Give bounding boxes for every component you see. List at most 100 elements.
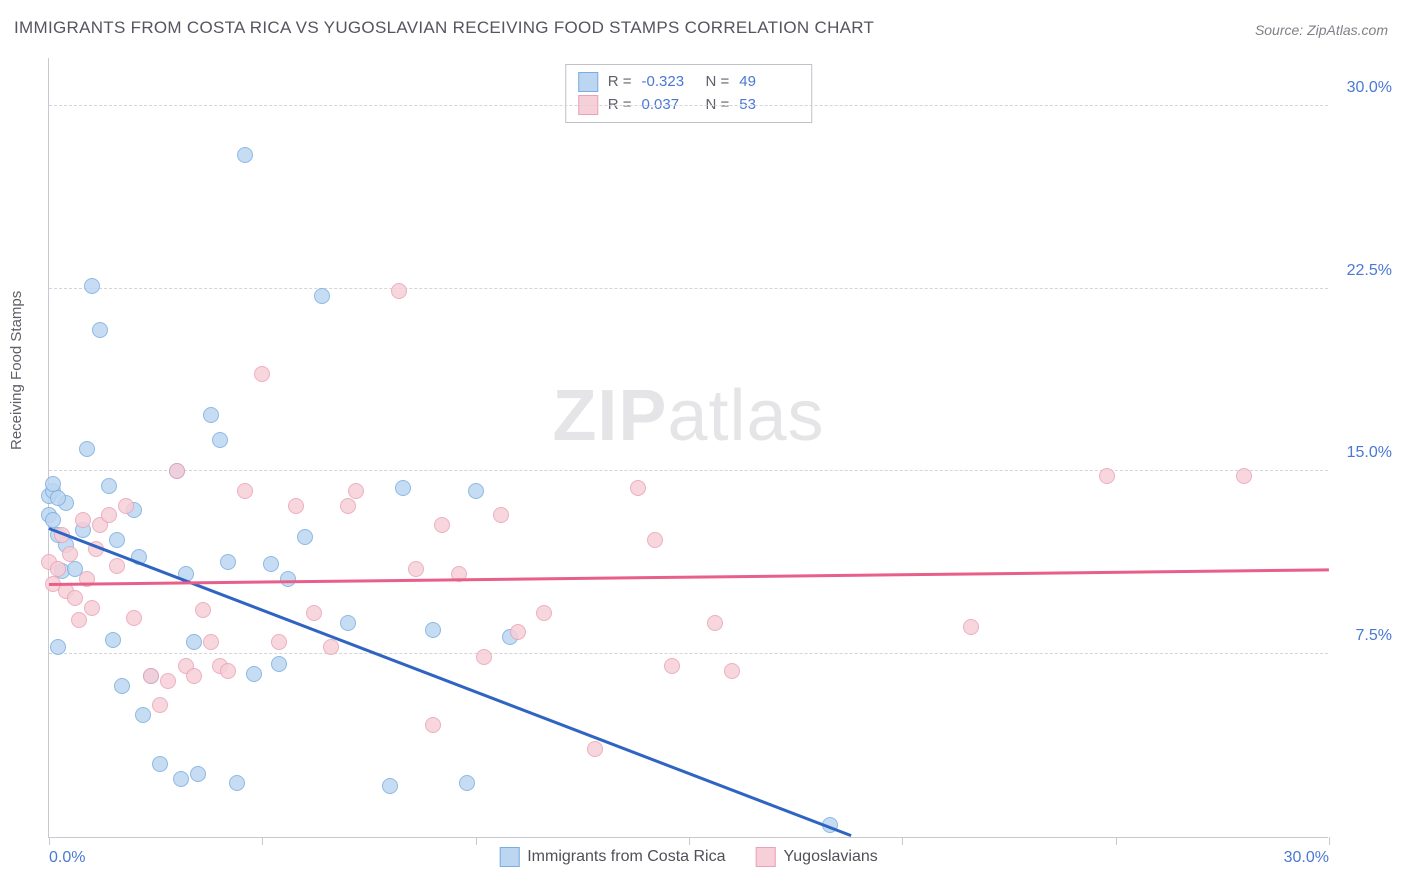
- scatter-point: [195, 602, 211, 618]
- scatter-point: [50, 490, 66, 506]
- scatter-point: [340, 615, 356, 631]
- y-tick-label: 7.5%: [1332, 627, 1392, 645]
- legend-item: Immigrants from Costa Rica: [499, 847, 725, 867]
- scatter-point: [152, 697, 168, 713]
- scatter-point: [434, 517, 450, 533]
- scatter-point: [71, 612, 87, 628]
- scatter-point: [493, 507, 509, 523]
- y-tick-label: 15.0%: [1332, 444, 1392, 462]
- scatter-point: [254, 366, 270, 382]
- x-tick-label: 0.0%: [49, 849, 85, 867]
- scatter-point: [468, 483, 484, 499]
- scatter-point: [160, 673, 176, 689]
- scatter-point: [229, 775, 245, 791]
- scatter-point: [190, 766, 206, 782]
- scatter-point: [135, 707, 151, 723]
- trend-line: [49, 569, 1329, 586]
- legend-label: Yugoslavians: [783, 848, 877, 866]
- scatter-point: [263, 556, 279, 572]
- legend-item: Yugoslavians: [755, 847, 877, 867]
- scatter-point: [220, 554, 236, 570]
- scatter-point: [75, 512, 91, 528]
- grid-line: [49, 105, 1328, 106]
- scatter-point: [271, 634, 287, 650]
- scatter-point: [62, 546, 78, 562]
- scatter-point: [314, 288, 330, 304]
- scatter-point: [143, 668, 159, 684]
- scatter-point: [647, 532, 663, 548]
- scatter-point: [67, 590, 83, 606]
- scatter-point: [237, 147, 253, 163]
- scatter-point: [118, 498, 134, 514]
- x-tick: [476, 837, 477, 845]
- scatter-point: [963, 619, 979, 635]
- stat-n-value: 49: [739, 71, 793, 94]
- scatter-point: [323, 639, 339, 655]
- x-tick: [262, 837, 263, 845]
- x-tick-label: 30.0%: [1284, 849, 1329, 867]
- scatter-point: [348, 483, 364, 499]
- scatter-point: [84, 278, 100, 294]
- watermark-rest: atlas: [667, 376, 824, 456]
- scatter-point: [395, 480, 411, 496]
- scatter-point: [425, 622, 441, 638]
- y-tick-label: 30.0%: [1332, 79, 1392, 97]
- scatter-point: [109, 532, 125, 548]
- scatter-point: [92, 322, 108, 338]
- stats-row: R =-0.323N =49: [578, 71, 794, 94]
- legend-swatch: [499, 847, 519, 867]
- scatter-point: [587, 741, 603, 757]
- scatter-point: [707, 615, 723, 631]
- y-tick-label: 22.5%: [1332, 262, 1392, 280]
- scatter-point: [203, 634, 219, 650]
- scatter-point: [186, 668, 202, 684]
- scatter-point: [425, 717, 441, 733]
- stats-box: R =-0.323N =49R =0.037N =53: [565, 64, 813, 123]
- scatter-point: [408, 561, 424, 577]
- scatter-point: [510, 624, 526, 640]
- scatter-point: [391, 283, 407, 299]
- scatter-point: [237, 483, 253, 499]
- scatter-point: [536, 605, 552, 621]
- scatter-point: [50, 639, 66, 655]
- scatter-point: [109, 558, 125, 574]
- scatter-point: [664, 658, 680, 674]
- x-tick: [689, 837, 690, 845]
- scatter-point: [288, 498, 304, 514]
- scatter-point: [1099, 468, 1115, 484]
- scatter-point: [724, 663, 740, 679]
- scatter-point: [101, 507, 117, 523]
- scatter-point: [114, 678, 130, 694]
- x-tick: [902, 837, 903, 845]
- legend-label: Immigrants from Costa Rica: [527, 848, 725, 866]
- scatter-point: [186, 634, 202, 650]
- scatter-point: [152, 756, 168, 772]
- scatter-point: [382, 778, 398, 794]
- x-tick: [1116, 837, 1117, 845]
- plot-area: ZIPatlas R =-0.323N =49R =0.037N =53 Imm…: [48, 58, 1328, 838]
- x-tick: [1329, 837, 1330, 845]
- scatter-point: [476, 649, 492, 665]
- x-tick: [49, 837, 50, 845]
- scatter-point: [79, 441, 95, 457]
- scatter-point: [340, 498, 356, 514]
- scatter-point: [630, 480, 646, 496]
- grid-line: [49, 653, 1328, 654]
- scatter-point: [271, 656, 287, 672]
- bottom-legend: Immigrants from Costa Rica Yugoslavians: [499, 847, 878, 867]
- chart-title: IMMIGRANTS FROM COSTA RICA VS YUGOSLAVIA…: [14, 18, 874, 38]
- scatter-point: [1236, 468, 1252, 484]
- scatter-point: [203, 407, 219, 423]
- source-label: Source: ZipAtlas.com: [1255, 22, 1388, 38]
- scatter-point: [126, 610, 142, 626]
- stat-n-label: N =: [706, 71, 730, 94]
- scatter-point: [212, 432, 228, 448]
- legend-swatch: [578, 72, 598, 92]
- scatter-point: [173, 771, 189, 787]
- scatter-point: [105, 632, 121, 648]
- scatter-point: [45, 476, 61, 492]
- watermark-bold: ZIP: [552, 376, 667, 456]
- scatter-point: [45, 512, 61, 528]
- scatter-point: [306, 605, 322, 621]
- scatter-point: [50, 561, 66, 577]
